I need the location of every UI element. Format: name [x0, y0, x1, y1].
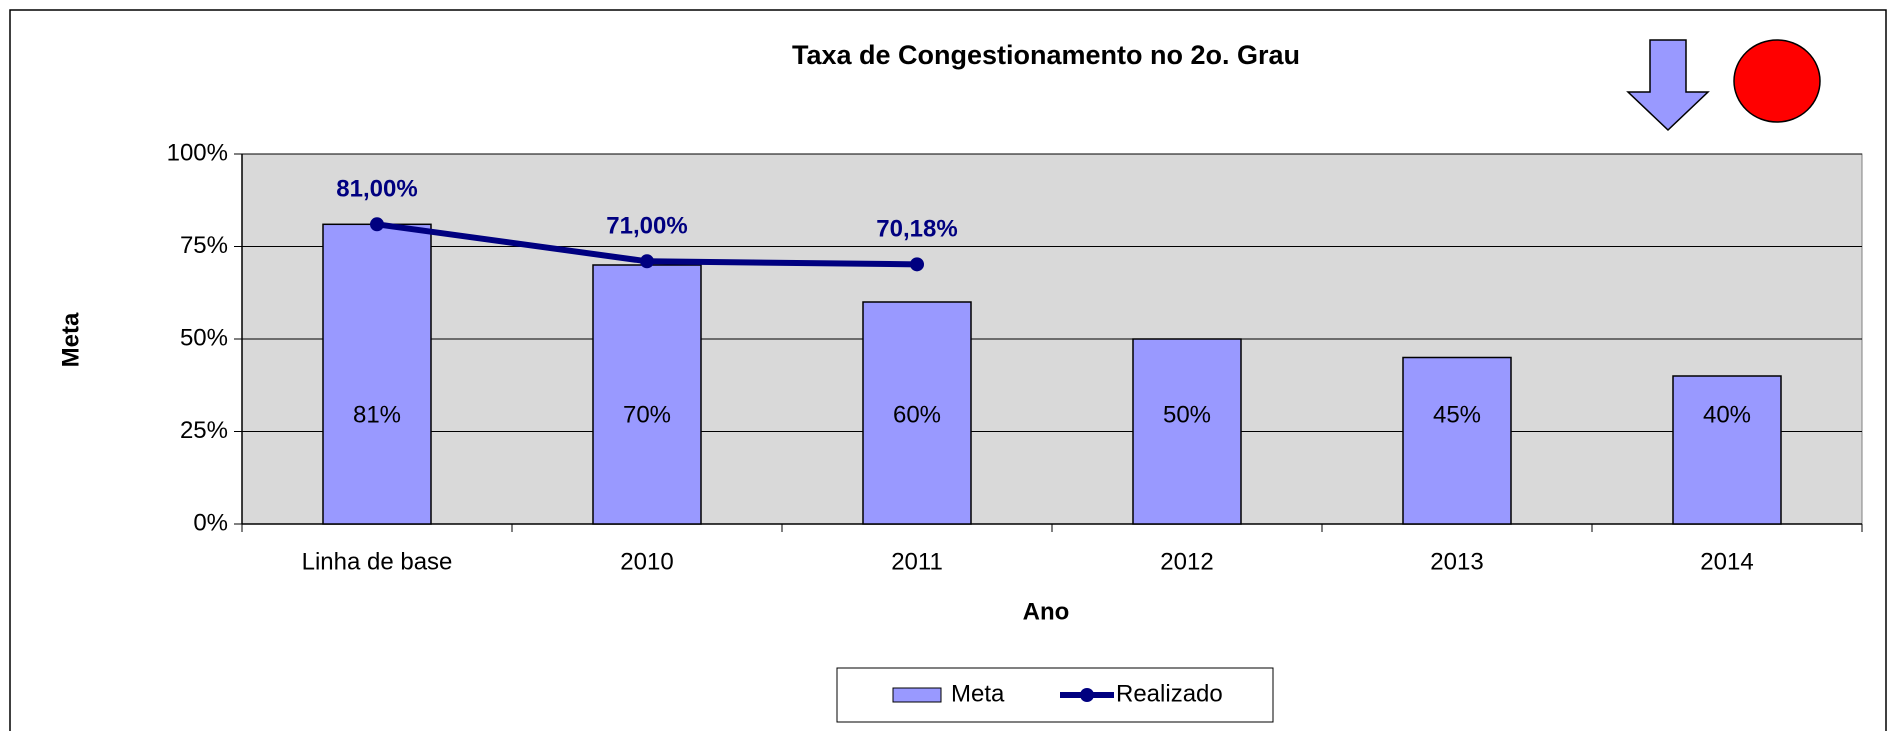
bar [1132, 338, 1242, 525]
legend-label: Meta [951, 680, 1005, 707]
bar-value-label: 81% [353, 401, 401, 428]
bar [592, 264, 702, 525]
x-tick-label: 2012 [1160, 548, 1213, 575]
chart-title: Taxa de Congestionamento no 2o. Grau [792, 40, 1300, 70]
bar [862, 301, 972, 525]
legend-swatch [892, 687, 942, 703]
y-tick-label: 0% [193, 509, 228, 536]
y-tick-label: 25% [180, 417, 228, 444]
bar [322, 223, 432, 525]
line-marker [910, 257, 924, 272]
y-tick-label: 50% [180, 324, 228, 351]
line-value-label: 70,18% [876, 216, 957, 243]
bar-value-label: 45% [1433, 401, 1481, 428]
status-indicator [1733, 39, 1821, 123]
legend-label: Realizado [1116, 680, 1223, 707]
line-marker [640, 254, 654, 269]
y-axis-title: Meta [57, 312, 84, 367]
x-tick-label: 2013 [1430, 548, 1483, 575]
line-value-label: 71,00% [606, 213, 687, 240]
bar-value-label: 60% [893, 401, 941, 428]
line-marker [370, 217, 384, 232]
legend-swatch-marker [1080, 688, 1094, 702]
bar-value-label: 70% [623, 401, 671, 428]
bar-value-label: 50% [1163, 401, 1211, 428]
y-tick-label: 100% [167, 139, 228, 166]
x-axis-title: Ano [1023, 598, 1070, 625]
x-tick-label: 2010 [620, 548, 673, 575]
bar-value-label: 40% [1703, 401, 1751, 428]
x-tick-label: Linha de base [302, 548, 453, 575]
x-tick-label: 2011 [891, 548, 943, 575]
bar [1672, 375, 1782, 525]
trend-arrow-icon [1626, 39, 1710, 132]
bar [1402, 356, 1512, 525]
x-tick-label: 2014 [1700, 548, 1753, 575]
line-value-label: 81,00% [336, 176, 417, 203]
y-tick-label: 75% [180, 232, 228, 259]
legend [836, 667, 1274, 723]
